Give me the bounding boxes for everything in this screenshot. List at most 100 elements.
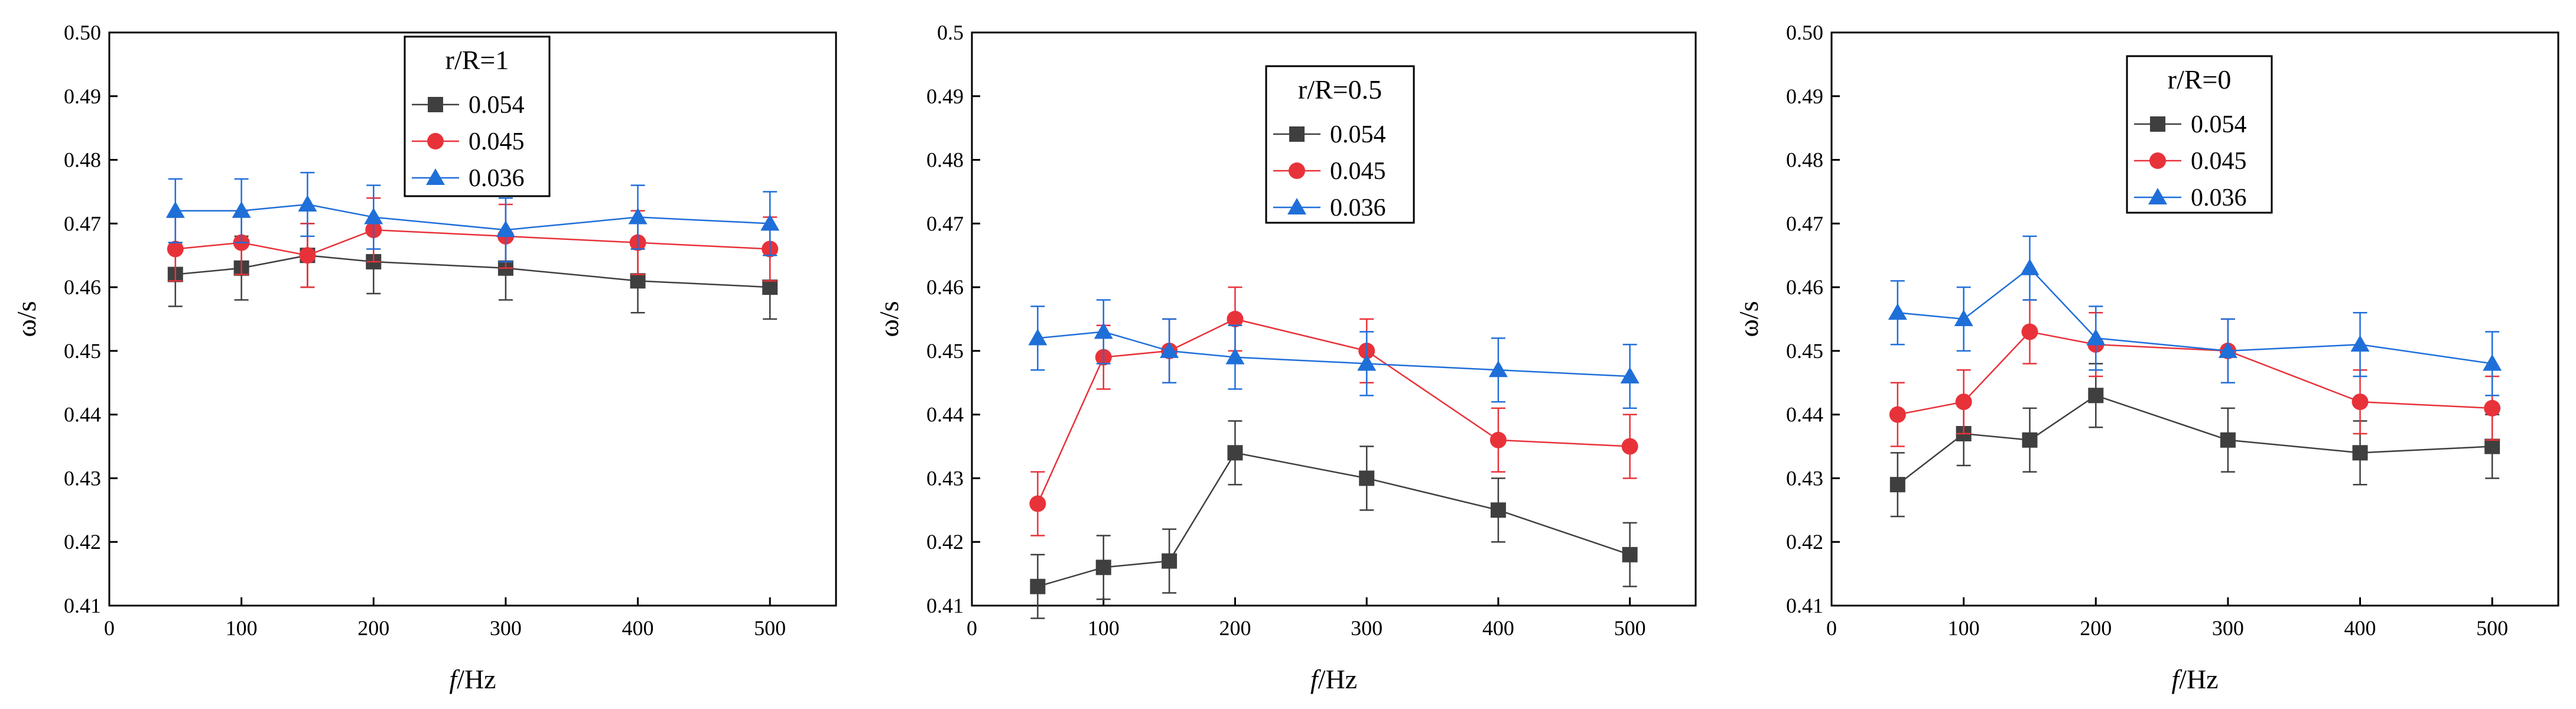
- x-axis-title-unit: /Hz: [2179, 664, 2218, 694]
- x-tick-label: 100: [1948, 616, 1980, 640]
- y-tick-label: 0.46: [1786, 275, 1823, 299]
- data-point: [2484, 438, 2500, 454]
- series-0.036: [1028, 299, 1640, 409]
- legend-entry: 0.054: [1273, 121, 1386, 148]
- x-tick-label: 400: [622, 616, 654, 640]
- data-point: [2484, 399, 2501, 417]
- legend-label: 0.054: [469, 92, 525, 119]
- y-tick-label: 0.45: [926, 339, 964, 363]
- data-point: [1030, 578, 1046, 594]
- data-point: [1488, 360, 1508, 378]
- x-tick-label: 100: [1088, 616, 1120, 640]
- y-tick-label: 0.41: [64, 594, 101, 617]
- legend-box: [404, 35, 551, 197]
- data-point: [1888, 303, 1907, 320]
- data-point: [2350, 335, 2370, 352]
- data-point: [1889, 406, 1906, 423]
- y-tick-label: 0.45: [1786, 339, 1823, 363]
- data-point: [1160, 341, 1179, 358]
- chart-panel-3: 0.41 0.42 0.43 0.44 0.45 0.46 0.47 0.48 0.49 0.50…: [1733, 21, 2559, 694]
- data-point: [232, 201, 251, 218]
- legend: r/R=1 0.054 0.045 0.036: [404, 35, 551, 197]
- y-tick-label: 0.49: [926, 84, 964, 108]
- y-tick-label: 0.42: [64, 530, 101, 554]
- legend-marker: [427, 133, 444, 149]
- x-tick-label: 500: [1614, 616, 1646, 640]
- legend-title: r/R=0: [2168, 64, 2232, 95]
- x-axis-title: f/Hz: [449, 664, 496, 694]
- y-tick-label: 0.42: [926, 530, 964, 554]
- legend-label: 0.054: [1330, 121, 1386, 148]
- x-tick-label: 200: [2080, 616, 2112, 640]
- data-point: [2086, 329, 2106, 346]
- data-point: [630, 273, 646, 289]
- y-tick-label: 0.48: [1786, 148, 1823, 172]
- y-tick-label: 0.47: [1786, 212, 1823, 235]
- x-tick-label: 0: [967, 616, 977, 640]
- y-tick-label: 0.47: [926, 212, 964, 235]
- y-axis-title: ω/s: [11, 301, 41, 337]
- data-point: [2351, 393, 2369, 411]
- data-point: [1227, 311, 1244, 327]
- y-tick-label: 0.44: [1786, 403, 1823, 427]
- data-point: [762, 279, 778, 295]
- series-0.036: [165, 171, 780, 263]
- legend-entry: 0.045: [2134, 148, 2247, 175]
- x-tick-label: 0: [1826, 616, 1837, 640]
- series-0.036: [1888, 235, 2502, 396]
- data-point: [1620, 367, 1640, 383]
- y-tick-label: 0.44: [64, 403, 101, 427]
- y-tick-label: 0.44: [926, 403, 964, 427]
- y-tick-label: 0.49: [64, 84, 101, 108]
- legend-label: 0.036: [469, 165, 525, 192]
- legend-marker: [426, 168, 445, 185]
- plot-frame: [108, 31, 837, 607]
- x-tick-label: 500: [2476, 616, 2508, 640]
- x-tick-label: 400: [1482, 616, 1514, 640]
- data-point: [1954, 310, 1973, 326]
- data-point: [2352, 445, 2368, 461]
- data-point: [1955, 393, 1972, 411]
- plot-frame: [971, 31, 1697, 607]
- data-point: [760, 214, 780, 231]
- x-axis-title-unit: /Hz: [1318, 664, 1357, 694]
- legend-entry: 0.036: [2134, 184, 2247, 212]
- data-point: [1028, 329, 1048, 346]
- y-tick-label: 0.48: [926, 148, 964, 172]
- legend-box: [1265, 65, 1415, 224]
- chart-panel-2: 0.41 0.42 0.43 0.44 0.45 0.46 0.47 0.48 0.49 0.5 0…: [874, 21, 1697, 694]
- legend: r/R=0.5 0.054 0.045 0.036: [1265, 65, 1415, 224]
- y-tick-label: 0.46: [926, 275, 964, 299]
- data-point: [2020, 258, 2040, 275]
- data-point: [167, 240, 184, 258]
- data-point: [1889, 477, 1905, 493]
- data-point: [496, 220, 515, 238]
- data-point: [364, 207, 383, 225]
- legend-label: 0.036: [1330, 194, 1386, 222]
- data-point: [299, 247, 316, 264]
- legend-box: [2126, 55, 2273, 214]
- data-point: [165, 201, 185, 218]
- y-tick-label: 0.47: [64, 212, 101, 235]
- legend-entry: 0.036: [1273, 194, 1386, 222]
- x-tick-label: 300: [1351, 616, 1383, 640]
- data-point: [2220, 432, 2236, 448]
- legend-marker: [2150, 116, 2165, 132]
- legend-label: 0.045: [469, 128, 525, 155]
- legend-entry: 0.054: [2134, 111, 2247, 138]
- legend-marker: [2149, 152, 2166, 169]
- legend-marker: [2148, 188, 2167, 204]
- data-point: [2021, 323, 2038, 340]
- legend-label: 0.036: [2191, 184, 2247, 212]
- data-point: [1490, 502, 1506, 518]
- x-tick-label: 400: [2344, 616, 2376, 640]
- plot-frame: [1830, 31, 2559, 607]
- y-tick-label: 0.49: [1786, 84, 1823, 108]
- y-tick-label: 0.48: [64, 148, 101, 172]
- data-point: [298, 195, 317, 212]
- legend-entry: 0.045: [412, 128, 525, 155]
- data-point: [2218, 341, 2237, 358]
- data-point: [2483, 354, 2502, 371]
